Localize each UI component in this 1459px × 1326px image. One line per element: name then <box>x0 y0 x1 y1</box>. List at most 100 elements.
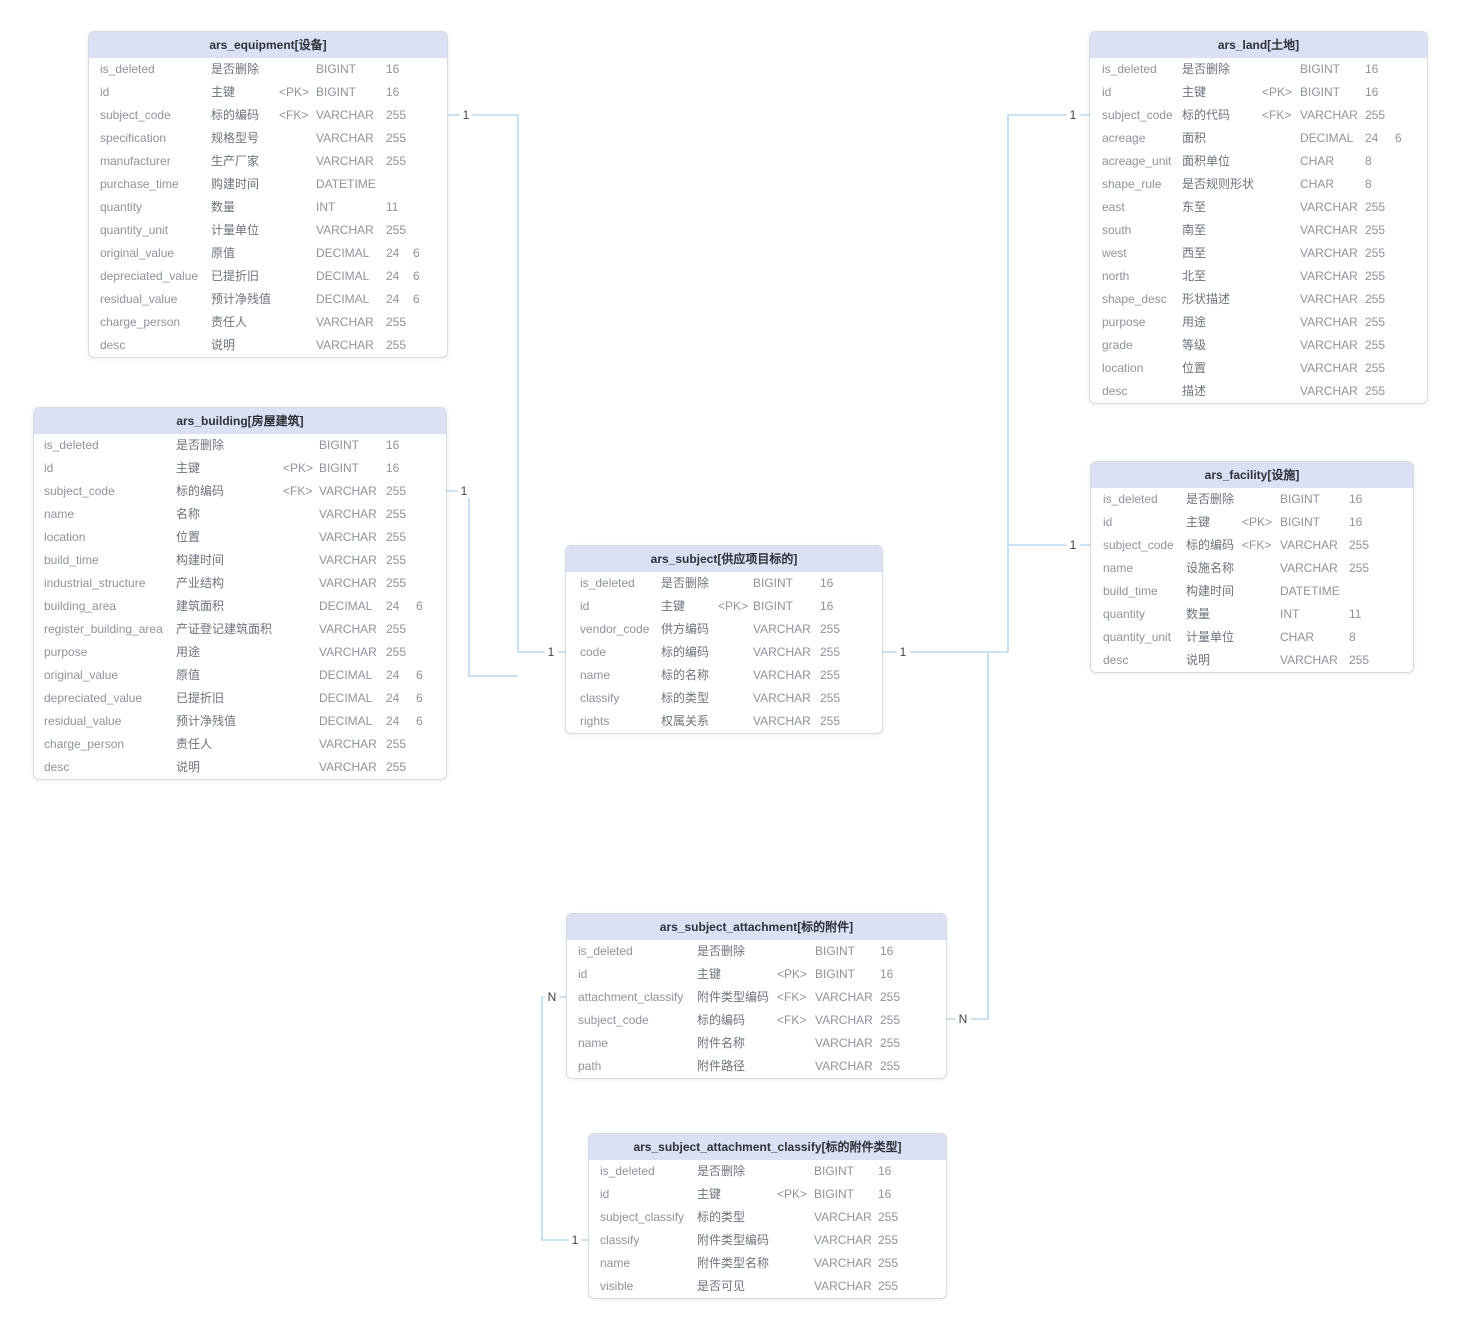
field-scale <box>850 687 882 710</box>
table-row-name: name 设施名称 VARCHAR 255 <box>1091 557 1413 580</box>
table-row-building_area: building_area 建筑面积 DECIMAL 24 6 <box>34 595 446 618</box>
field-label: 主键 <box>697 967 722 981</box>
field-name: register_building_area <box>44 622 163 636</box>
field-name: purpose <box>44 645 88 659</box>
field-type: INT <box>1280 607 1300 621</box>
field-length: 16 <box>386 85 400 99</box>
field-key <box>1262 58 1300 81</box>
field-name: shape_desc <box>1102 292 1167 306</box>
field-type: DECIMAL <box>319 714 373 728</box>
field-length: 24 <box>386 246 400 260</box>
field-label: 主键 <box>176 461 201 475</box>
field-name: subject_code <box>578 1013 649 1027</box>
field-label: 数量 <box>1186 607 1211 621</box>
table-row-original_value: original_value 原值 DECIMAL 24 6 <box>89 242 447 265</box>
field-name: location <box>1102 361 1144 375</box>
table-ars_facility[interactable]: ars_facility[设施] is_deleted 是否删除 BIGINT 16 id… <box>1090 461 1414 673</box>
table-ars_equipment[interactable]: ars_equipment[设备] is_deleted 是否删除 BIGINT 16 i… <box>88 31 448 358</box>
field-label: 主键 <box>697 1187 722 1201</box>
field-key: <FK> <box>1242 538 1272 552</box>
field-name: charge_person <box>100 315 181 329</box>
field-key <box>1262 219 1300 242</box>
field-scale <box>910 1055 946 1078</box>
field-scale <box>850 641 882 664</box>
field-key <box>279 127 316 150</box>
relation-line-ars_building-ars_subject <box>447 490 518 677</box>
field-key <box>1262 150 1300 173</box>
field-type: VARCHAR <box>319 622 377 636</box>
field-label: 构建时间 <box>1186 584 1235 598</box>
field-scale <box>1395 288 1427 311</box>
field-type: VARCHAR <box>316 154 374 168</box>
field-name: manufacturer <box>100 154 171 168</box>
field-label: 建筑面积 <box>176 599 225 613</box>
field-scale: 6 <box>413 292 420 306</box>
field-scale <box>908 1206 946 1229</box>
field-name: name <box>580 668 611 682</box>
field-type: DATETIME <box>1280 584 1340 598</box>
field-label: 附件类型编码 <box>697 990 770 1004</box>
table-ars_subject_attachment[interactable]: ars_subject_attachment[标的附件] is_deleted 是否… <box>566 913 947 1079</box>
table-header: ars_subject_attachment_classify[标的附件类型] <box>589 1134 946 1160</box>
table-ars_subject[interactable]: ars_subject[供应项目标的] is_deleted 是否删除 BIGINT 1… <box>565 545 883 734</box>
field-scale <box>850 618 882 641</box>
field-scale <box>413 219 447 242</box>
field-type: DECIMAL <box>316 269 370 283</box>
field-length: 11 <box>386 200 399 214</box>
field-type: DECIMAL <box>319 668 373 682</box>
table-title: ars_subject_attachment_classify[标的附件类型] <box>633 1140 902 1154</box>
table-ars_land[interactable]: ars_land[土地] is_deleted 是否删除 BIGINT 16 id 主键 <P… <box>1089 31 1428 404</box>
field-key <box>283 756 319 779</box>
field-type: BIGINT <box>815 944 856 958</box>
field-key <box>1262 196 1300 219</box>
field-scale: 6 <box>416 668 423 682</box>
table-row-is_deleted: is_deleted 是否删除 BIGINT 16 <box>1090 58 1427 81</box>
field-label: 生产厂家 <box>211 154 260 168</box>
table-row-north: north 北至 VARCHAR 255 <box>1090 265 1427 288</box>
field-label: 产证登记建筑面积 <box>176 622 273 636</box>
field-type: VARCHAR <box>814 1279 872 1293</box>
field-label: 主键 <box>1186 515 1211 529</box>
field-scale <box>1395 242 1427 265</box>
field-key <box>279 196 316 219</box>
field-type: VARCHAR <box>1300 108 1358 122</box>
field-length: 255 <box>1349 653 1370 667</box>
field-type: VARCHAR <box>1300 269 1358 283</box>
field-length: 16 <box>1349 492 1363 506</box>
field-length <box>386 173 413 196</box>
field-length: 255 <box>878 1279 899 1293</box>
table-ars_building[interactable]: ars_building[房屋建筑] is_deleted 是否删除 BIGINT 16… <box>33 407 447 780</box>
field-key <box>1242 649 1280 672</box>
field-type: VARCHAR <box>1300 200 1358 214</box>
field-name: is_deleted <box>100 62 155 76</box>
field-label: 位置 <box>176 530 201 544</box>
table-ars_subject_attachment_classify[interactable]: ars_subject_attachment_classify[标的附件类型] i… <box>588 1133 947 1299</box>
field-scale <box>1379 603 1413 626</box>
field-key <box>718 618 753 641</box>
field-label: 名称 <box>176 507 201 521</box>
field-length: 255 <box>1365 223 1386 237</box>
table-row-name: name 标的名称 VARCHAR 255 <box>566 664 882 687</box>
field-length: 255 <box>1365 246 1386 260</box>
field-scale <box>413 334 447 357</box>
field-name: original_value <box>100 246 175 260</box>
field-key <box>279 219 316 242</box>
table-row-quantity_unit: quantity_unit 计量单位 VARCHAR 255 <box>89 219 447 242</box>
cardinality-label: 1 <box>1066 108 1080 122</box>
field-name: name <box>44 507 75 521</box>
field-name: depreciated_value <box>44 691 143 705</box>
field-name: code <box>580 645 607 659</box>
field-length: 8 <box>1365 154 1372 168</box>
field-key <box>777 1275 814 1298</box>
field-length: 255 <box>386 507 407 521</box>
field-key <box>283 733 319 756</box>
table-row-desc: desc 说明 VARCHAR 255 <box>1091 649 1413 672</box>
field-label: 原值 <box>176 668 201 682</box>
field-length: 24 <box>386 292 400 306</box>
field-type: BIGINT <box>1280 492 1321 506</box>
field-name: is_deleted <box>580 576 635 590</box>
field-key: <PK> <box>777 1187 808 1201</box>
field-scale <box>416 434 446 457</box>
field-name: attachment_classify <box>578 990 684 1004</box>
field-type: VARCHAR <box>1300 338 1358 352</box>
